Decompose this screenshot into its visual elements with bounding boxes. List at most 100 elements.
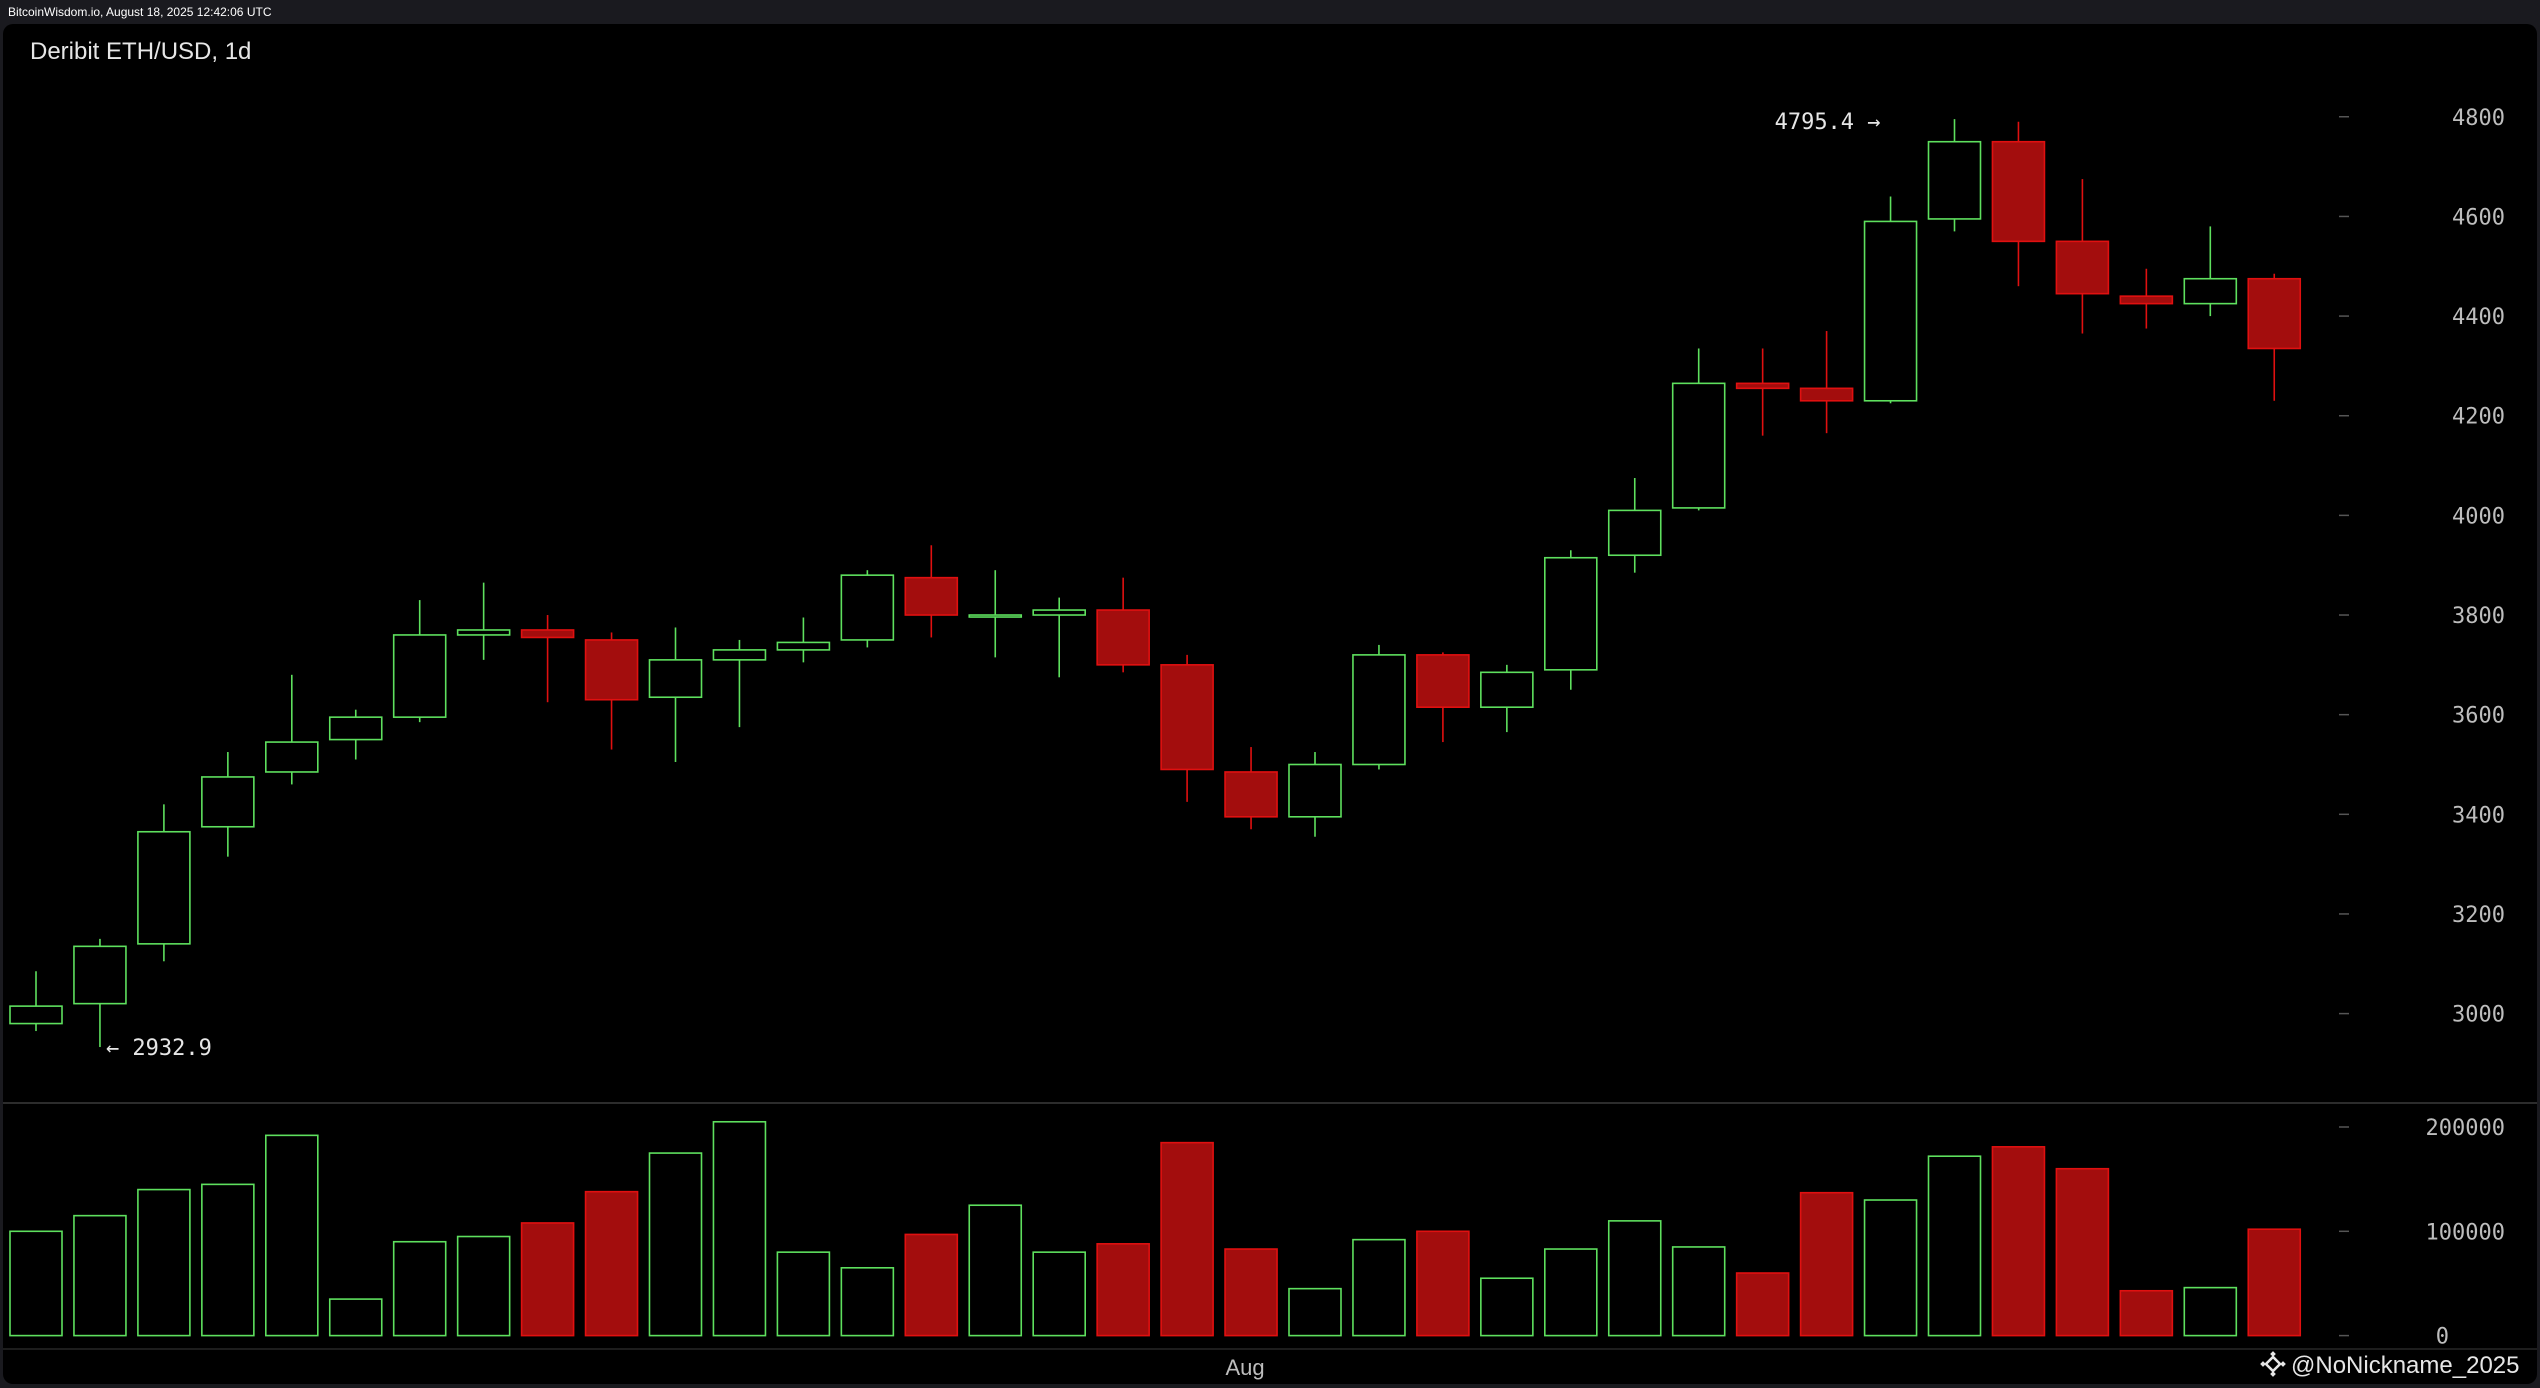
candle-body <box>328 716 383 741</box>
chart-title: Deribit ETH/USD, 1d <box>30 38 251 65</box>
candle-body <box>968 614 1023 618</box>
candlestick-chart[interactable]: Deribit ETH/USD, 1d 3000 3200 3400 3600 3800… <box>3 24 2537 1384</box>
candle-body <box>1799 387 1854 402</box>
volume-tick-label: 100000 <box>2426 1220 2505 1245</box>
candles <box>9 119 2302 1048</box>
volume-bar <box>392 1240 447 1337</box>
candle-body <box>1416 654 1470 708</box>
candle-body <box>1288 763 1342 818</box>
binance-diamond-icon <box>2260 1351 2286 1377</box>
chart-panel: Deribit ETH/USD, 1d 3000 3200 3400 3600 3800… <box>3 24 2537 1384</box>
price-tick-label: 4800 <box>2452 106 2505 131</box>
candle-body <box>2183 277 2238 305</box>
x-tick-label: Aug <box>1225 1355 1264 1380</box>
candle-body <box>520 629 575 639</box>
candle-body <box>1607 509 1662 557</box>
candle-body <box>584 639 639 701</box>
volume-bar <box>264 1134 319 1337</box>
volume-bar <box>201 1183 255 1337</box>
candle-body <box>776 641 831 651</box>
volume-bar <box>1160 1141 1214 1337</box>
candle-body <box>456 629 511 636</box>
candle-body <box>9 1005 63 1025</box>
volume-bar <box>1224 1248 1278 1337</box>
volume-bar <box>1735 1272 1790 1337</box>
candle-body <box>73 945 127 1005</box>
volume-bar <box>1991 1146 2046 1337</box>
candle-body <box>712 649 767 661</box>
candle-body <box>1160 664 1214 771</box>
source-timestamp: BitcoinWisdom.io, August 18, 2025 12:42:… <box>8 5 272 19</box>
volume-tick-label: 200000 <box>2426 1116 2505 1141</box>
candle-body <box>1991 140 2046 243</box>
candle-body <box>904 576 959 616</box>
volume-bar <box>1352 1238 1406 1337</box>
volume-bar <box>1416 1230 1470 1337</box>
candle-body <box>1735 382 1790 390</box>
high-annotation: 4795.4 → <box>1775 110 1881 135</box>
volume-bar <box>904 1233 959 1337</box>
volume-bar <box>840 1267 895 1337</box>
candle-body <box>201 776 255 828</box>
volume-bar <box>648 1152 703 1337</box>
candle-body <box>1544 556 1598 671</box>
volume-bar <box>776 1251 831 1337</box>
volume-bar <box>2119 1289 2174 1337</box>
volume-bar <box>328 1298 383 1337</box>
price-tick-label: 3800 <box>2452 604 2505 629</box>
candle-body <box>1032 609 1086 616</box>
volume-bar <box>584 1190 639 1337</box>
price-tick-label: 4200 <box>2452 405 2505 430</box>
volume-bar <box>1671 1246 1726 1337</box>
price-tick-label: 3000 <box>2452 1003 2505 1028</box>
volume-tick-label: 0 <box>2436 1325 2449 1350</box>
price-tick-label: 4000 <box>2452 504 2505 529</box>
candle-body <box>2055 240 2110 295</box>
volume-bar <box>1544 1248 1598 1337</box>
volume-bar <box>1480 1277 1534 1337</box>
volume-bar <box>1799 1191 1854 1337</box>
candle-body <box>1671 382 1726 509</box>
volume-bar <box>1096 1243 1150 1337</box>
watermark: @NoNickname_2025 <box>2260 1351 2519 1379</box>
volume-bar <box>968 1204 1023 1337</box>
volume-bars <box>9 1120 2302 1337</box>
price-axis: 3000 3200 3400 3600 3800 4000 4200 4400 4600 4800 <box>2339 106 2505 1028</box>
candle-body <box>392 634 447 718</box>
candle-body <box>1863 220 1918 402</box>
price-tick-label: 3200 <box>2452 903 2505 928</box>
volume-bar <box>9 1230 63 1337</box>
candle-body <box>648 659 703 699</box>
volume-bar <box>456 1235 511 1337</box>
volume-bar <box>1863 1199 1918 1337</box>
volume-bar <box>2183 1286 2238 1337</box>
candle-body <box>264 741 319 773</box>
price-annotations: 4795.4 → ← 2932.9 <box>106 110 1881 1061</box>
volume-bar <box>712 1120 767 1337</box>
price-tick-label: 3600 <box>2452 704 2505 729</box>
candle-body <box>137 830 191 945</box>
candle-body <box>2119 295 2174 305</box>
candle-body <box>1480 671 1534 708</box>
volume-bar <box>137 1188 191 1337</box>
price-tick-label: 3400 <box>2452 803 2505 828</box>
volume-bar <box>2247 1228 2302 1337</box>
volume-bar <box>1288 1287 1342 1337</box>
candle-body <box>1352 654 1406 766</box>
price-tick-label: 4400 <box>2452 305 2505 330</box>
candle-body <box>840 574 895 641</box>
volume-bar <box>2055 1167 2110 1337</box>
low-annotation: ← 2932.9 <box>106 1036 212 1061</box>
candle-body <box>1927 140 1982 220</box>
volume-axis: 0 100000 200000 <box>2339 1116 2505 1350</box>
top-bar: BitcoinWisdom.io, August 18, 2025 12:42:… <box>0 0 2540 24</box>
candle-body <box>2247 277 2302 350</box>
volume-bar <box>520 1222 575 1337</box>
watermark-handle: @NoNickname_2025 <box>2291 1352 2519 1379</box>
volume-bar <box>1032 1251 1086 1337</box>
volume-bar <box>1607 1220 1662 1337</box>
volume-bar <box>73 1214 127 1337</box>
volume-bar <box>1927 1155 1982 1337</box>
price-tick-label: 4600 <box>2452 205 2505 230</box>
candle-body <box>1224 771 1278 818</box>
